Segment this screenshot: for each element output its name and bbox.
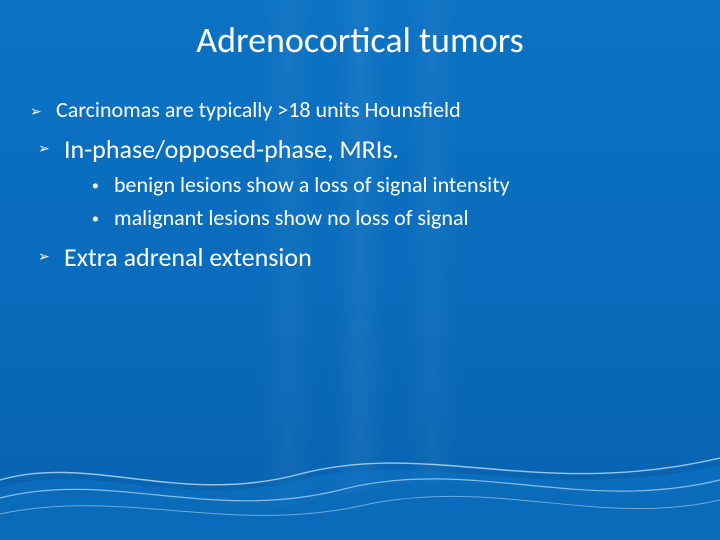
wave-decoration: [0, 410, 720, 540]
slide-body: Carcinomas are typically >18 units Houns…: [28, 96, 692, 283]
bullet-item: Carcinomas are typically >18 units Houns…: [28, 96, 692, 123]
slide-title-container: Adrenocortical tumors: [0, 18, 720, 62]
wave-line-2: [0, 479, 720, 501]
bullet-item: In-phase/opposed-phase, MRIs. benign les…: [36, 133, 692, 231]
bullet-text: In-phase/opposed-phase, MRIs.: [64, 133, 399, 165]
sub-bullet-list: benign lesions show a loss of signal int…: [64, 171, 692, 231]
sub-bullet-item: benign lesions show a loss of signal int…: [64, 171, 692, 198]
wave-fill-front: [0, 485, 720, 540]
sub-bullet-text: benign lesions show a loss of signal int…: [114, 171, 510, 198]
wave-line-1: [0, 458, 720, 485]
sub-bullet-text: malignant lesions show no loss of signal: [114, 204, 469, 231]
bullet-list: Carcinomas are typically >18 units Houns…: [28, 96, 692, 273]
sub-bullet-item: malignant lesions show no loss of signal: [64, 204, 692, 231]
wave-fill-back: [0, 465, 720, 540]
bullet-text: Carcinomas are typically >18 units Houns…: [56, 96, 461, 123]
slide-title: Adrenocortical tumors: [196, 18, 523, 62]
wave-line-3: [0, 496, 720, 515]
bullet-text: Extra adrenal extension: [64, 241, 312, 273]
bullet-item: Extra adrenal extension: [36, 241, 692, 273]
slide: Adrenocortical tumors Carcinomas are typ…: [0, 0, 720, 540]
